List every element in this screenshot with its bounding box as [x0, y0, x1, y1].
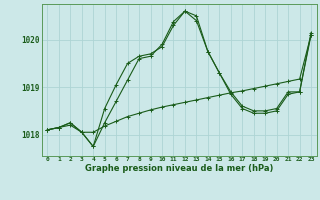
X-axis label: Graphe pression niveau de la mer (hPa): Graphe pression niveau de la mer (hPa) — [85, 164, 273, 173]
